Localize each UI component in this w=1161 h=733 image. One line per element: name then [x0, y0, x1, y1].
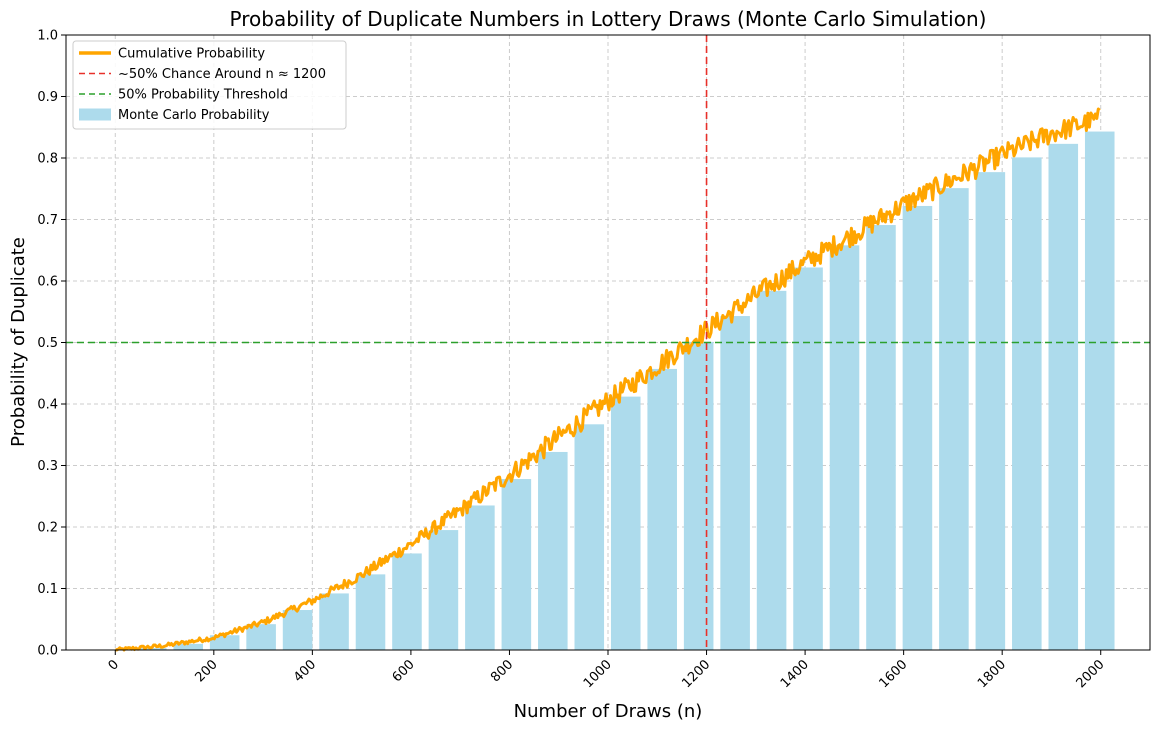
- x-axis-label: Number of Draws (n): [514, 701, 703, 722]
- bar: [1084, 131, 1115, 650]
- bar: [136, 648, 167, 650]
- x-tick-label: 0: [106, 657, 122, 673]
- x-tick-label: 1000: [581, 657, 615, 691]
- bar: [428, 530, 459, 650]
- y-tick-label: 0.3: [37, 459, 58, 474]
- legend-label: ~50% Chance Around n ≈ 1200: [118, 67, 326, 82]
- x-tick-label: 1200: [679, 657, 713, 691]
- line-series: [114, 107, 1101, 652]
- legend-bar-swatch: [79, 108, 111, 121]
- bar: [501, 479, 532, 650]
- y-tick-label: 0.4: [37, 398, 58, 413]
- y-tick-label: 0.0: [37, 644, 58, 659]
- x-tick-label: 600: [390, 657, 418, 685]
- chart-title: Probability of Duplicate Numbers in Lott…: [230, 7, 987, 31]
- legend-label: Cumulative Probability: [118, 47, 265, 62]
- x-tick-label: 400: [291, 657, 319, 685]
- x-tick-label: 1800: [975, 657, 1009, 691]
- bar: [173, 643, 203, 650]
- bar: [1048, 143, 1079, 651]
- x-tick-label: 800: [488, 657, 516, 685]
- bar: [355, 574, 386, 650]
- bar: [392, 553, 422, 650]
- y-tick-label: 0.7: [37, 213, 58, 228]
- cumulative-probability-line: [114, 107, 1101, 652]
- bar: [538, 451, 568, 650]
- bar: [866, 225, 896, 650]
- bar: [975, 172, 1006, 650]
- x-tick-label: 2000: [1074, 657, 1108, 691]
- legend: Cumulative Probability ~50% Chance Around…: [72, 40, 347, 130]
- bar: [939, 188, 969, 650]
- bar: [902, 205, 933, 650]
- legend-box: [72, 40, 347, 130]
- legend-label: Monte Carlo Probability: [118, 108, 270, 123]
- legend-label: 50% Probability Threshold: [118, 88, 288, 103]
- bar: [647, 368, 677, 650]
- bar: [720, 316, 750, 650]
- y-tick-label: 0.6: [37, 275, 58, 290]
- y-tick-label: 0.8: [37, 152, 58, 167]
- y-tick-label: 0.5: [37, 336, 58, 351]
- bar: [683, 341, 714, 650]
- y-tick-label: 0.9: [37, 90, 58, 105]
- x-tick-label: 200: [192, 657, 220, 685]
- x-tick-label: 1600: [876, 657, 910, 691]
- bar: [319, 593, 349, 650]
- bar: [1012, 157, 1042, 650]
- reference-lines: [66, 35, 1150, 650]
- bar-series: [136, 131, 1115, 651]
- bar: [574, 424, 605, 650]
- y-axis-label: Probability of Duplicate: [8, 237, 29, 447]
- bar: [610, 396, 641, 650]
- bar: [209, 635, 240, 650]
- bar: [465, 505, 495, 650]
- bar: [793, 267, 823, 650]
- x-tick-label: 1400: [778, 657, 812, 691]
- y-tick-label: 0.2: [37, 521, 58, 536]
- bar: [829, 245, 860, 650]
- bar: [282, 610, 313, 650]
- y-tick-label: 0.1: [37, 582, 58, 597]
- bar: [756, 290, 787, 650]
- y-tick-label: 1.0: [37, 29, 58, 44]
